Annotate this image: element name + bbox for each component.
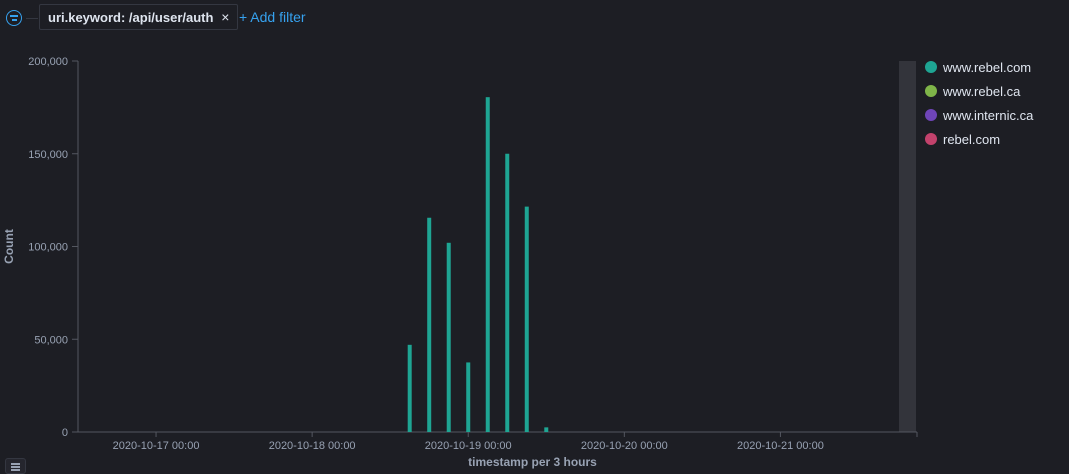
legend-color-dot bbox=[925, 133, 937, 145]
legend-item[interactable]: www.rebel.ca bbox=[925, 79, 1033, 103]
filter-icon[interactable] bbox=[6, 10, 22, 26]
legend-label: www.internic.ca bbox=[943, 107, 1034, 123]
x-axis-title: timestamp per 3 hours bbox=[468, 455, 597, 469]
legend-color-dot bbox=[925, 109, 937, 121]
bar bbox=[505, 153, 510, 432]
current-time-band bbox=[899, 61, 916, 432]
y-tick-label: 50,000 bbox=[34, 334, 68, 346]
bar bbox=[485, 97, 490, 433]
filter-divider bbox=[26, 18, 38, 19]
legend-color-dot bbox=[925, 85, 937, 97]
bar bbox=[446, 242, 451, 432]
y-tick-label: 200,000 bbox=[28, 56, 68, 68]
legend-item[interactable]: rebel.com bbox=[925, 127, 1033, 151]
bar bbox=[544, 427, 549, 432]
legend-color-dot bbox=[925, 61, 937, 73]
x-tick-label: 2020-10-17 00:00 bbox=[113, 440, 200, 452]
x-tick-label: 2020-10-18 00:00 bbox=[269, 440, 356, 452]
close-icon[interactable]: × bbox=[221, 9, 230, 25]
legend-item[interactable]: www.internic.ca bbox=[925, 103, 1033, 127]
y-tick-label: 100,000 bbox=[28, 242, 68, 254]
bar bbox=[407, 344, 412, 432]
legend-label: www.rebel.com bbox=[943, 59, 1032, 75]
x-tick-label: 2020-10-19 00:00 bbox=[425, 440, 512, 452]
filter-bar: uri.keyword: /api/user/auth × + Add filt… bbox=[0, 0, 1069, 36]
legend-label: www.rebel.ca bbox=[943, 83, 1021, 99]
x-tick-label: 2020-10-20 00:00 bbox=[581, 440, 668, 452]
legend-item[interactable]: www.rebel.com bbox=[925, 55, 1033, 79]
bar bbox=[524, 206, 529, 432]
add-filter-button[interactable]: + Add filter bbox=[239, 9, 306, 25]
y-axis-title: Count bbox=[2, 229, 16, 264]
y-tick-label: 150,000 bbox=[28, 149, 68, 161]
y-tick-label: 0 bbox=[62, 427, 68, 439]
filter-pill[interactable]: uri.keyword: /api/user/auth × bbox=[39, 4, 239, 30]
legend-toggle-icon[interactable] bbox=[5, 458, 26, 474]
filter-pill-label: uri.keyword: /api/user/auth bbox=[48, 10, 214, 25]
chart-legend: www.rebel.com www.rebel.ca www.internic.ca… bbox=[925, 55, 1033, 151]
histogram-chart: 0 50,000 100,000 150,000 200,000 2020-10-17 0… bbox=[2, 56, 918, 469]
bar bbox=[427, 217, 432, 432]
legend-label: rebel.com bbox=[943, 131, 1001, 147]
x-tick-label: 2020-10-21 00:00 bbox=[737, 440, 824, 452]
bar bbox=[466, 362, 471, 432]
